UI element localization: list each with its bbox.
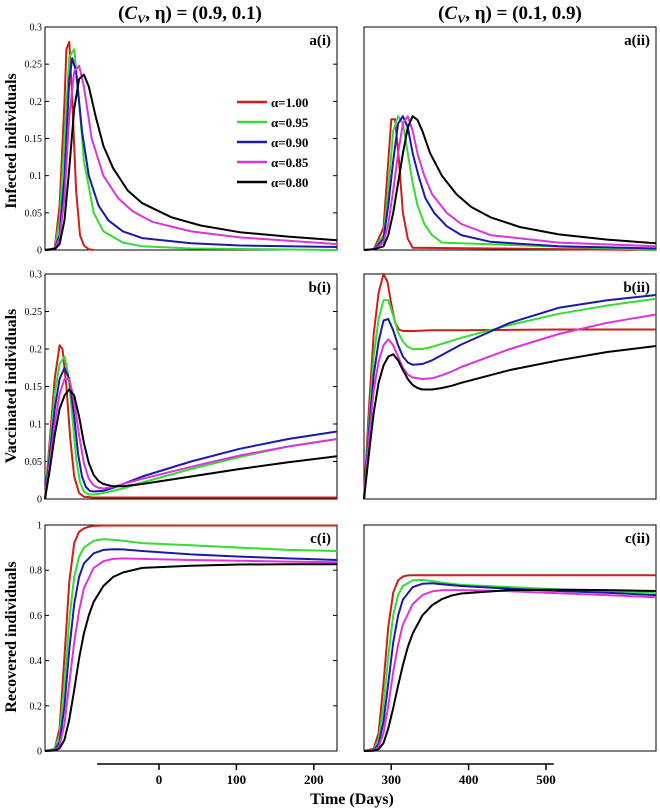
panel-bi: 0 0.05 0.1 0.15 0.2 0.25 0.3 b(i) bbox=[25, 270, 338, 506]
panel-ci: 0 0.2 0.4 0.6 0.8 1 c(i) bbox=[30, 521, 338, 758]
y-tick-label: 0.25 bbox=[25, 60, 43, 71]
y-tick-label: 0.1 bbox=[30, 420, 43, 431]
panel-frame bbox=[363, 26, 657, 251]
ylabel-vaccinated: Vaccinated individuals bbox=[3, 309, 20, 464]
y-tick-label: 0 bbox=[37, 747, 42, 758]
legend-label: α=0.85 bbox=[271, 155, 309, 170]
y-tick-label: 0 bbox=[37, 495, 42, 506]
ylabel-recovered: Recovered individuals bbox=[3, 561, 20, 712]
series-line-α=0.85 bbox=[363, 115, 657, 251]
y-tick-label: 0.3 bbox=[30, 270, 43, 281]
panel-label: b(ii) bbox=[623, 280, 650, 296]
y-tick-label: 0.05 bbox=[25, 457, 43, 468]
panel-frame bbox=[44, 524, 338, 752]
series-line-α=0.85 bbox=[363, 313, 657, 500]
panel-label: c(i) bbox=[310, 531, 331, 547]
y-tick-label: 0.15 bbox=[25, 134, 43, 145]
panel-frame bbox=[363, 273, 657, 500]
y-tick-label: 0.4 bbox=[30, 656, 43, 667]
series-line-α=0.85 bbox=[44, 378, 338, 500]
series-line-α=0.90 bbox=[363, 115, 657, 251]
time-tick-label: 100 bbox=[227, 772, 247, 787]
y-tick-label: 0.2 bbox=[30, 701, 43, 712]
series-line-α=0.80 bbox=[44, 73, 338, 251]
panel-label: a(i) bbox=[309, 33, 331, 49]
panel-label: a(ii) bbox=[624, 33, 650, 49]
series-line-α=0.95 bbox=[44, 538, 338, 752]
series-line-α=0.95 bbox=[44, 355, 338, 500]
series-line-α=0.90 bbox=[44, 57, 338, 251]
panel-cii: c(ii) bbox=[363, 524, 657, 752]
column-title-right: (CV, η) = (0.1, 0.9) bbox=[438, 3, 582, 26]
y-tick-label: 0.25 bbox=[25, 307, 43, 318]
legend-label: α=1.00 bbox=[271, 95, 308, 110]
series-line-α=0.90 bbox=[363, 294, 657, 500]
time-tick-label: 300 bbox=[381, 772, 401, 787]
series-line-α=0.95 bbox=[363, 297, 657, 500]
legend-label: α=0.90 bbox=[271, 135, 308, 150]
time-axis: 0 100 200 300 400 500 bbox=[97, 763, 556, 787]
legend: α=1.00 α=0.95 α=0.90 α=0.85 α=0.80 bbox=[237, 95, 309, 190]
y-tick-label: 0 bbox=[37, 246, 42, 257]
series-line-α=0.80 bbox=[363, 345, 657, 500]
series-line-α=0.85 bbox=[44, 557, 338, 752]
y-tick-label: 1 bbox=[37, 521, 42, 532]
series-line-α=1.00 bbox=[44, 524, 337, 752]
y-tick-label: 0.8 bbox=[30, 566, 43, 577]
series-line-α=0.90 bbox=[44, 366, 338, 500]
series-line-α=1.00 bbox=[44, 344, 337, 500]
panel-frame bbox=[363, 524, 657, 752]
panel-grid: 00.050.10.150.20.250.3a(i) a(ii)00.050.10… bbox=[25, 23, 657, 758]
time-tick-label: 200 bbox=[304, 772, 324, 787]
series-line-α=0.80 bbox=[44, 563, 337, 752]
legend-label: α=0.95 bbox=[271, 115, 309, 130]
panel-label: b(i) bbox=[309, 280, 332, 296]
series-line-α=0.90 bbox=[44, 548, 338, 752]
y-tick-label: 0.05 bbox=[25, 208, 43, 219]
y-tick-label: 0.2 bbox=[30, 345, 43, 356]
panel-ai: 0 0.05 0.1 0.15 0.2 0.25 0.3 a(i) bbox=[25, 23, 338, 257]
series-line-α=1.00 bbox=[363, 574, 656, 752]
time-tick-label: 400 bbox=[459, 772, 479, 787]
series-line-α=0.85 bbox=[363, 589, 657, 752]
xlabel-time: Time (Days) bbox=[310, 791, 394, 808]
ylabel-infected: Infected individuals bbox=[3, 73, 20, 209]
y-tick-label: 0.6 bbox=[30, 611, 43, 622]
series-line-α=1.00 bbox=[363, 118, 657, 251]
series-line-α=0.80 bbox=[363, 115, 657, 251]
series-line-α=0.95 bbox=[363, 578, 657, 752]
time-tick-label: 0 bbox=[156, 772, 163, 787]
series-line-α=0.80 bbox=[363, 588, 657, 752]
y-tick-label: 0.3 bbox=[30, 23, 43, 34]
y-tick-label: 0.15 bbox=[25, 382, 43, 393]
legend-label: α=0.80 bbox=[271, 175, 308, 190]
column-title-left: (CV, η) = (0.9, 0.1) bbox=[118, 3, 262, 26]
series-line-α=0.80 bbox=[44, 388, 338, 500]
y-tick-label: 0.1 bbox=[30, 171, 43, 182]
y-tick-label: 0.2 bbox=[30, 97, 43, 108]
series-line-α=0.85 bbox=[44, 64, 338, 251]
panel-bii: b(ii) bbox=[363, 273, 657, 500]
panel-aii: a(ii) bbox=[363, 26, 657, 251]
panel-label: c(ii) bbox=[625, 531, 650, 547]
time-tick-label: 500 bbox=[536, 772, 556, 787]
